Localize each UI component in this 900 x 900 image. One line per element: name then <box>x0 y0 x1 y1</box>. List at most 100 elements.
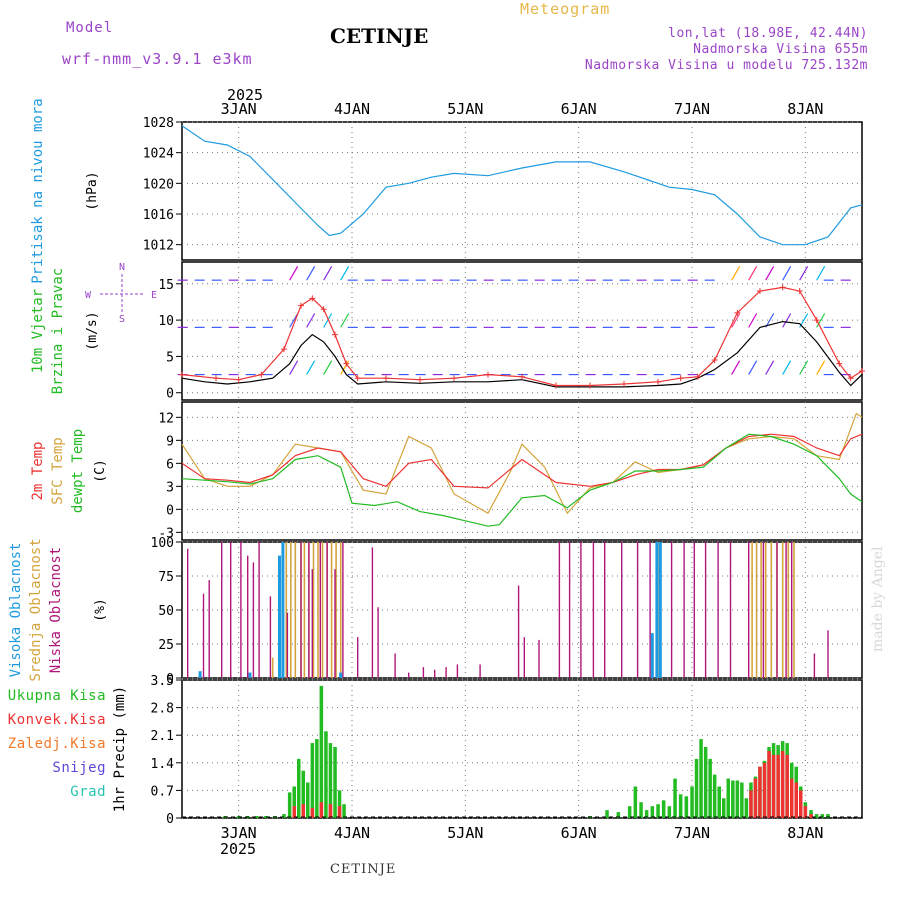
compass-e: E <box>151 290 157 301</box>
y-tick-label: 2.8 <box>151 702 174 717</box>
low-cloud-bar <box>456 664 459 678</box>
gust-marker <box>451 375 457 382</box>
y-tick-label: 1020 <box>143 177 174 192</box>
wind-arrow <box>289 313 299 328</box>
total-precip-bar <box>616 812 621 818</box>
bottom-date-label: 7JAN <box>674 824 710 842</box>
mid-cloud-bar <box>303 542 306 678</box>
gust-marker <box>354 375 361 382</box>
gust-marker <box>734 309 741 316</box>
gust-marker <box>179 371 185 378</box>
low-cloud-bar <box>230 542 232 678</box>
high-cloud-bar <box>198 671 202 678</box>
y-tick-label: 3.5 <box>151 674 174 689</box>
y-tick-label: 6 <box>166 457 174 472</box>
wind-arrow <box>340 266 350 281</box>
low-cloud-bar <box>326 542 328 678</box>
low-cloud-bar <box>538 639 540 678</box>
gust-marker <box>694 373 701 380</box>
top-year-label: 2025 <box>227 86 263 104</box>
total-precip-bar <box>333 747 337 818</box>
model-label: Model <box>66 20 114 36</box>
precip-legend-3: Snijeg <box>52 760 106 776</box>
gust-marker <box>711 357 718 364</box>
y-tick-label: 0.7 <box>151 784 174 799</box>
total-precip-bar <box>744 798 749 818</box>
low-cloud-bar <box>636 542 639 678</box>
pressure-line <box>181 125 863 246</box>
low-cloud-bar <box>240 542 242 678</box>
conv-precip-bar <box>790 778 794 818</box>
high-cloud-bar <box>339 672 343 678</box>
low-cloud-bar <box>523 637 525 678</box>
sfc-label: SFC Temp <box>50 437 66 504</box>
t2m-label: 2m Temp <box>30 441 46 500</box>
conv-precip-bar <box>753 778 758 818</box>
model-elevation-text: Nadmorska Visina u modelu 725.132m <box>584 58 868 73</box>
conv-precip-bar <box>771 754 776 818</box>
mid-cloud-bar <box>335 542 337 678</box>
conv-precip-bar <box>780 751 785 818</box>
footer-city: CETINJE <box>330 862 397 877</box>
total-precip-bar <box>690 786 694 818</box>
wind-arrow <box>323 313 333 328</box>
wind-arrow <box>799 266 809 281</box>
total-precip-bar <box>319 685 324 818</box>
conv-precip-bar <box>319 802 324 818</box>
gust-marker <box>519 373 525 380</box>
low-cloud-bar <box>445 667 447 678</box>
conv-precip-bar <box>776 754 780 818</box>
total-precip-bar <box>264 816 268 818</box>
low-cloud-bar <box>394 653 396 678</box>
total-precip-bar <box>656 804 660 818</box>
y-tick-label: 3 <box>166 480 174 495</box>
total-precip-bar <box>726 778 730 818</box>
total-precip-bar <box>809 810 813 818</box>
low-cloud-bar <box>377 607 379 678</box>
wind-speed-line <box>181 320 863 388</box>
low-cloud-bar <box>729 542 732 678</box>
mid-cloud-bar <box>781 542 784 678</box>
gust-marker <box>677 375 684 382</box>
mid-cloud-bar <box>321 542 324 678</box>
total-precip-bar <box>717 786 721 818</box>
conv-precip-bar <box>292 806 296 818</box>
low-cloud-bar <box>813 653 816 678</box>
low-cloud-bar <box>434 669 436 678</box>
gust-marker <box>235 376 242 383</box>
y-tick-label: 9 <box>166 434 174 449</box>
dewpt-label: dewpt Temp <box>70 429 86 513</box>
pressure-title: Pritisak na nivou mora <box>30 98 46 283</box>
y-tick-label: 10 <box>158 314 174 329</box>
total-precip-bar <box>731 780 735 818</box>
low-cloud-bar <box>300 542 302 678</box>
total-precip-bar <box>703 747 708 818</box>
bottom-date-label: 8JAN <box>787 824 823 842</box>
high-cloud-bar <box>650 633 654 678</box>
y-tick-label: 1028 <box>143 116 174 131</box>
total-precip-bar <box>328 743 333 818</box>
chart-kind: Meteogram <box>520 0 611 18</box>
total-precip-bar <box>287 792 292 818</box>
y-tick-label: 25 <box>158 638 174 653</box>
y-tick-label: 1.4 <box>151 757 175 772</box>
low-cloud-bar <box>334 569 336 678</box>
high-cloud-bar <box>278 555 281 678</box>
y-tick-label: 0 <box>166 812 174 827</box>
y-tick-label: 1024 <box>143 147 174 162</box>
high-cloud-bar <box>658 542 662 678</box>
gust-marker <box>332 331 338 338</box>
pressure-ylabel: (hPa) <box>85 171 100 210</box>
total-precip-bar <box>337 790 342 818</box>
wind-arrow <box>731 266 741 281</box>
gust-marker <box>281 346 287 353</box>
gust-marker <box>813 317 820 324</box>
compass-cross <box>100 274 144 314</box>
coords-text: lon,lat (18.98E, 42.44N) <box>668 26 868 41</box>
gust-marker <box>298 302 304 309</box>
y-tick-label: 0 <box>166 387 174 402</box>
total-precip-bar <box>292 786 296 818</box>
y-tick-label: 12 <box>158 411 174 426</box>
